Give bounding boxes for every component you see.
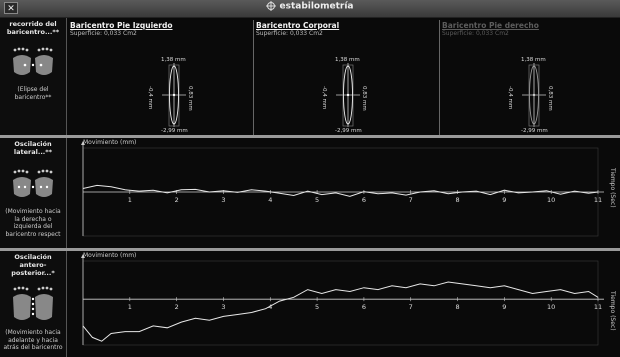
chart-lateral: 1 2 3 4 5 6 7 8 9 10 11 Movimiento (mm) Tiempo (Se…: [68, 138, 620, 248]
feet-lateral-icon: [13, 169, 53, 197]
x-tick-label: 6: [362, 196, 366, 204]
x-tick-label: 8: [455, 303, 459, 311]
mm-right-body: 0,83 mm: [361, 86, 367, 111]
ellipse-plot-body: [336, 63, 360, 127]
side-desc-antero: (Movimiento hacia adelante y hacia atrás…: [3, 329, 63, 351]
panel-title-body[interactable]: Baricentro Corporal: [256, 21, 340, 30]
chart-lateral-xlabel: Tiempo (Sec): [609, 168, 616, 208]
mm-left-body: -0,4 mm: [321, 86, 327, 110]
ellipse-panel-left: Baricentro Pie Izquierdo Superficie: 0,0…: [68, 20, 254, 135]
x-tick-label: 11: [594, 196, 602, 204]
x-tick-label: 4: [268, 196, 272, 204]
plot-frame: [82, 260, 599, 346]
window-title: estabilometría: [0, 1, 620, 12]
chart-antero-ylabel: Movimiento (mm): [83, 252, 137, 259]
x-tick-label: 1: [128, 303, 132, 311]
y-axis-arrow: [81, 254, 85, 258]
side-title-antero: Oscilación antero-posterior...*: [11, 253, 55, 277]
x-tick-label: 5: [315, 196, 319, 204]
x-tick-label: 10: [547, 196, 555, 204]
window-title-text: estabilometría: [279, 1, 354, 12]
feet-antero-icon: [13, 286, 53, 320]
panel-sub-left: Superficie: 0,033 Cm2: [70, 30, 137, 37]
ellipse-panel-body: Baricentro Corporal Superficie: 0,033 Cm…: [254, 20, 440, 135]
x-tick-label: 11: [594, 303, 602, 311]
x-tick-label: 4: [268, 303, 272, 311]
side-ellipse: recorrido del baricentro...** (Elipse de…: [0, 18, 67, 135]
mm-right-left: 0,83 mm: [187, 86, 193, 111]
separator-2: [0, 248, 620, 251]
mm-left-right: -0,4 mm: [507, 86, 513, 110]
x-tick-label: 6: [362, 303, 366, 311]
x-tick-label: 7: [409, 196, 413, 204]
chart-svg-1: 1 2 3 4 5 6 7 8 9 10 11: [81, 254, 604, 346]
ellipse-plot-left: [162, 63, 186, 127]
x-tick-label: 10: [547, 303, 555, 311]
chart-lateral-ylabel: Movimiento (mm): [83, 139, 137, 146]
side-desc-lateral: (Movimiento hacia la derecha o izquierda…: [5, 208, 61, 238]
chart-svg-0: 1 2 3 4 5 6 7 8 9 10 11: [81, 141, 604, 237]
side-lateral: Oscilación lateral...** (Movimiento haci…: [0, 138, 67, 248]
close-button[interactable]: ✕: [4, 2, 18, 14]
chart-antero: 1 2 3 4 5 6 7 8 9 10 11 Movimiento (mm) Tiempo (Se…: [68, 251, 620, 357]
panel-sub-body: Superficie: 0,033 Cm2: [256, 30, 323, 37]
y-axis-arrow: [81, 141, 85, 145]
mm-top-left: 1,38 mm: [161, 57, 186, 63]
series-line: [82, 184, 599, 197]
x-tick-label: 9: [502, 196, 506, 204]
x-tick-label: 8: [455, 196, 459, 204]
side-title-lateral: Oscilación lateral...**: [13, 140, 53, 156]
ellipse-panel-right: Baricentro Pie derecho Superficie: 0,033…: [440, 20, 620, 135]
x-tick-label: 2: [175, 196, 179, 204]
x-tick-label: 7: [409, 303, 413, 311]
mm-left-left: -0,4 mm: [147, 86, 153, 110]
x-tick-label: 1: [128, 196, 132, 204]
mm-top-right: 1,38 mm: [521, 57, 546, 63]
mm-top-body: 1,38 mm: [335, 57, 360, 63]
side-antero: Oscilación antero-posterior...* (Movimie…: [0, 251, 67, 357]
mm-right-right: 0,83 mm: [547, 86, 553, 111]
mm-bottom-right: -2,99 mm: [521, 128, 548, 134]
panel-title-right[interactable]: Baricentro Pie derecho: [442, 21, 539, 30]
chart-antero-xlabel: Tiempo (Sec): [609, 291, 616, 331]
mm-bottom-left: -2,99 mm: [161, 128, 188, 134]
separator-1: [0, 135, 620, 138]
title-bar: ✕ estabilometría: [0, 0, 620, 18]
mm-bottom-body: -2,99 mm: [335, 128, 362, 134]
side-desc-ellipse: (Elipse del baricentro**: [14, 86, 52, 101]
feet-ellipse-icon: [13, 47, 53, 75]
app-icon: [266, 1, 277, 11]
x-tick-label: 2: [175, 303, 179, 311]
x-tick-label: 3: [221, 303, 225, 311]
ellipse-plot-right: [522, 63, 546, 127]
series-line: [82, 281, 599, 342]
x-tick-label: 5: [315, 303, 319, 311]
panel-sub-right: Superficie: 0,033 Cm2: [442, 30, 509, 37]
x-tick-label: 3: [221, 196, 225, 204]
x-tick-label: 9: [502, 303, 506, 311]
panel-title-left[interactable]: Baricentro Pie Izquierdo: [70, 21, 173, 30]
side-title-ellipse: recorrido del baricentro...**: [6, 20, 60, 36]
